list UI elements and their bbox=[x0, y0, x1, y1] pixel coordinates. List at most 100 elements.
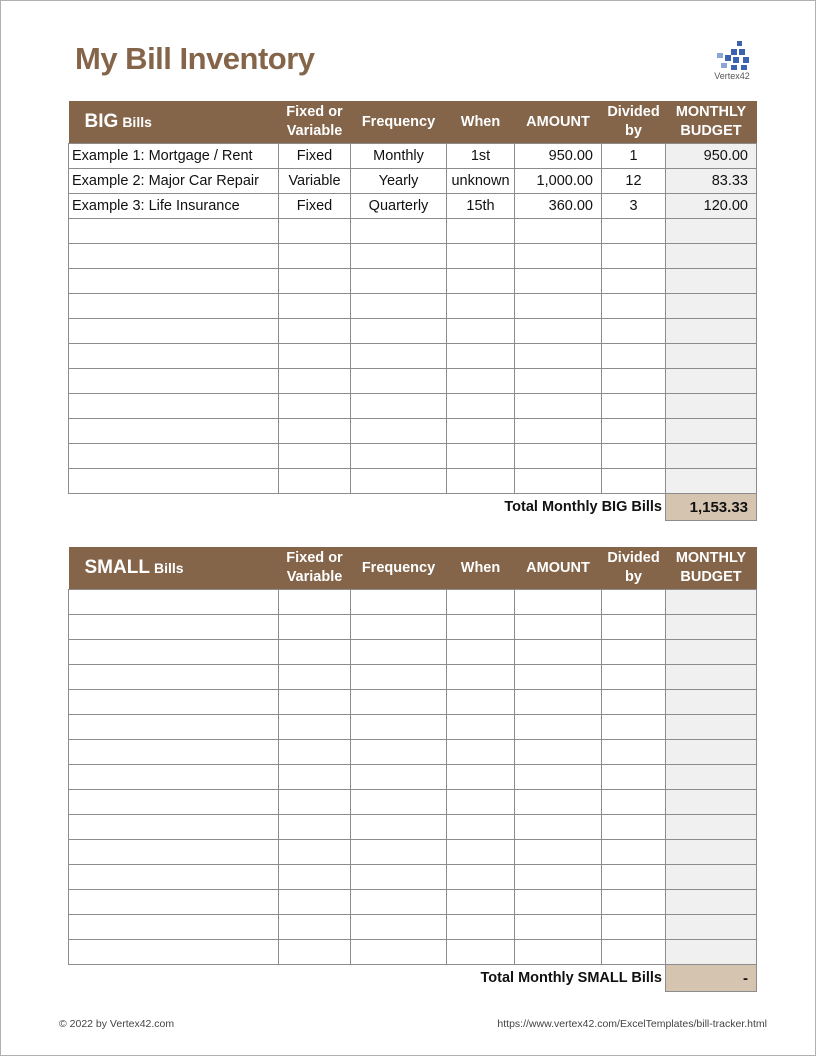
cell-when[interactable] bbox=[446, 864, 515, 890]
cell-when[interactable] bbox=[446, 639, 515, 665]
cell-amount[interactable] bbox=[514, 714, 602, 740]
cell-bill-name[interactable] bbox=[68, 839, 279, 865]
cell-frequency[interactable] bbox=[350, 343, 447, 369]
cell-fixed-variable[interactable] bbox=[278, 889, 351, 915]
cell-frequency[interactable] bbox=[350, 443, 447, 469]
cell-amount[interactable] bbox=[514, 739, 602, 765]
cell-bill-name[interactable] bbox=[68, 468, 279, 494]
cell-frequency[interactable] bbox=[350, 318, 447, 344]
cell-frequency[interactable] bbox=[350, 218, 447, 244]
cell-fixed-variable[interactable] bbox=[278, 318, 351, 344]
cell-bill-name[interactable] bbox=[68, 589, 279, 615]
cell-frequency[interactable] bbox=[350, 764, 447, 790]
cell-divided-by[interactable]: 12 bbox=[601, 168, 666, 194]
cell-amount[interactable] bbox=[514, 589, 602, 615]
cell-bill-name[interactable] bbox=[68, 368, 279, 394]
cell-when[interactable] bbox=[446, 664, 515, 690]
cell-bill-name[interactable] bbox=[68, 268, 279, 294]
vertex42-logo[interactable]: Vertex42 bbox=[707, 41, 757, 83]
cell-bill-name[interactable] bbox=[68, 293, 279, 319]
cell-when[interactable] bbox=[446, 468, 515, 494]
cell-frequency[interactable] bbox=[350, 639, 447, 665]
cell-monthly-budget[interactable] bbox=[665, 939, 757, 965]
cell-amount[interactable] bbox=[514, 443, 602, 469]
cell-divided-by[interactable] bbox=[601, 393, 666, 419]
cell-when[interactable] bbox=[446, 614, 515, 640]
cell-divided-by[interactable] bbox=[601, 914, 666, 940]
cell-fixed-variable[interactable] bbox=[278, 589, 351, 615]
cell-when[interactable]: unknown bbox=[446, 168, 515, 194]
cell-monthly-budget[interactable] bbox=[665, 714, 757, 740]
cell-divided-by[interactable] bbox=[601, 689, 666, 715]
cell-bill-name[interactable] bbox=[68, 939, 279, 965]
cell-fixed-variable[interactable] bbox=[278, 243, 351, 269]
cell-monthly-budget[interactable] bbox=[665, 839, 757, 865]
cell-fixed-variable[interactable] bbox=[278, 864, 351, 890]
cell-bill-name[interactable]: Example 2: Major Car Repair bbox=[68, 168, 279, 194]
cell-monthly-budget[interactable] bbox=[665, 443, 757, 469]
cell-monthly-budget[interactable] bbox=[665, 614, 757, 640]
cell-fixed-variable[interactable] bbox=[278, 343, 351, 369]
cell-divided-by[interactable] bbox=[601, 468, 666, 494]
cell-when[interactable] bbox=[446, 714, 515, 740]
cell-fixed-variable[interactable] bbox=[278, 639, 351, 665]
cell-divided-by[interactable] bbox=[601, 714, 666, 740]
cell-amount[interactable] bbox=[514, 243, 602, 269]
cell-frequency[interactable] bbox=[350, 614, 447, 640]
cell-when[interactable] bbox=[446, 343, 515, 369]
cell-fixed-variable[interactable]: Fixed bbox=[278, 193, 351, 219]
cell-when[interactable] bbox=[446, 814, 515, 840]
cell-frequency[interactable] bbox=[350, 739, 447, 765]
cell-monthly-budget[interactable] bbox=[665, 318, 757, 344]
cell-fixed-variable[interactable] bbox=[278, 939, 351, 965]
cell-amount[interactable]: 950.00 bbox=[514, 143, 602, 169]
cell-amount[interactable] bbox=[514, 468, 602, 494]
cell-monthly-budget[interactable] bbox=[665, 689, 757, 715]
cell-when[interactable] bbox=[446, 218, 515, 244]
cell-frequency[interactable] bbox=[350, 368, 447, 394]
cell-amount[interactable] bbox=[514, 814, 602, 840]
cell-bill-name[interactable] bbox=[68, 443, 279, 469]
cell-fixed-variable[interactable] bbox=[278, 418, 351, 444]
cell-when[interactable] bbox=[446, 418, 515, 444]
cell-when[interactable] bbox=[446, 243, 515, 269]
cell-frequency[interactable] bbox=[350, 293, 447, 319]
cell-divided-by[interactable] bbox=[601, 243, 666, 269]
cell-divided-by[interactable] bbox=[601, 368, 666, 394]
footer-url[interactable]: https://www.vertex42.com/ExcelTemplates/… bbox=[497, 1018, 767, 1030]
cell-frequency[interactable] bbox=[350, 664, 447, 690]
cell-amount[interactable] bbox=[514, 839, 602, 865]
cell-bill-name[interactable] bbox=[68, 614, 279, 640]
cell-fixed-variable[interactable] bbox=[278, 839, 351, 865]
cell-when[interactable] bbox=[446, 764, 515, 790]
cell-fixed-variable[interactable] bbox=[278, 714, 351, 740]
cell-frequency[interactable] bbox=[350, 689, 447, 715]
cell-frequency[interactable] bbox=[350, 468, 447, 494]
cell-monthly-budget[interactable] bbox=[665, 814, 757, 840]
cell-frequency[interactable] bbox=[350, 393, 447, 419]
cell-when[interactable] bbox=[446, 393, 515, 419]
cell-amount[interactable] bbox=[514, 343, 602, 369]
cell-monthly-budget[interactable] bbox=[665, 589, 757, 615]
cell-when[interactable] bbox=[446, 443, 515, 469]
cell-when[interactable] bbox=[446, 739, 515, 765]
cell-monthly-budget[interactable] bbox=[665, 293, 757, 319]
cell-fixed-variable[interactable] bbox=[278, 764, 351, 790]
cell-fixed-variable[interactable] bbox=[278, 393, 351, 419]
cell-amount[interactable] bbox=[514, 318, 602, 344]
cell-frequency[interactable] bbox=[350, 889, 447, 915]
cell-monthly-budget[interactable]: 950.00 bbox=[665, 143, 757, 169]
cell-monthly-budget[interactable] bbox=[665, 889, 757, 915]
cell-monthly-budget[interactable] bbox=[665, 789, 757, 815]
cell-bill-name[interactable] bbox=[68, 889, 279, 915]
cell-monthly-budget[interactable] bbox=[665, 368, 757, 394]
cell-divided-by[interactable]: 1 bbox=[601, 143, 666, 169]
cell-divided-by[interactable] bbox=[601, 789, 666, 815]
cell-monthly-budget[interactable]: 120.00 bbox=[665, 193, 757, 219]
cell-divided-by[interactable] bbox=[601, 764, 666, 790]
cell-when[interactable] bbox=[446, 789, 515, 815]
cell-divided-by[interactable] bbox=[601, 739, 666, 765]
cell-divided-by[interactable] bbox=[601, 664, 666, 690]
cell-amount[interactable] bbox=[514, 864, 602, 890]
cell-amount[interactable] bbox=[514, 418, 602, 444]
